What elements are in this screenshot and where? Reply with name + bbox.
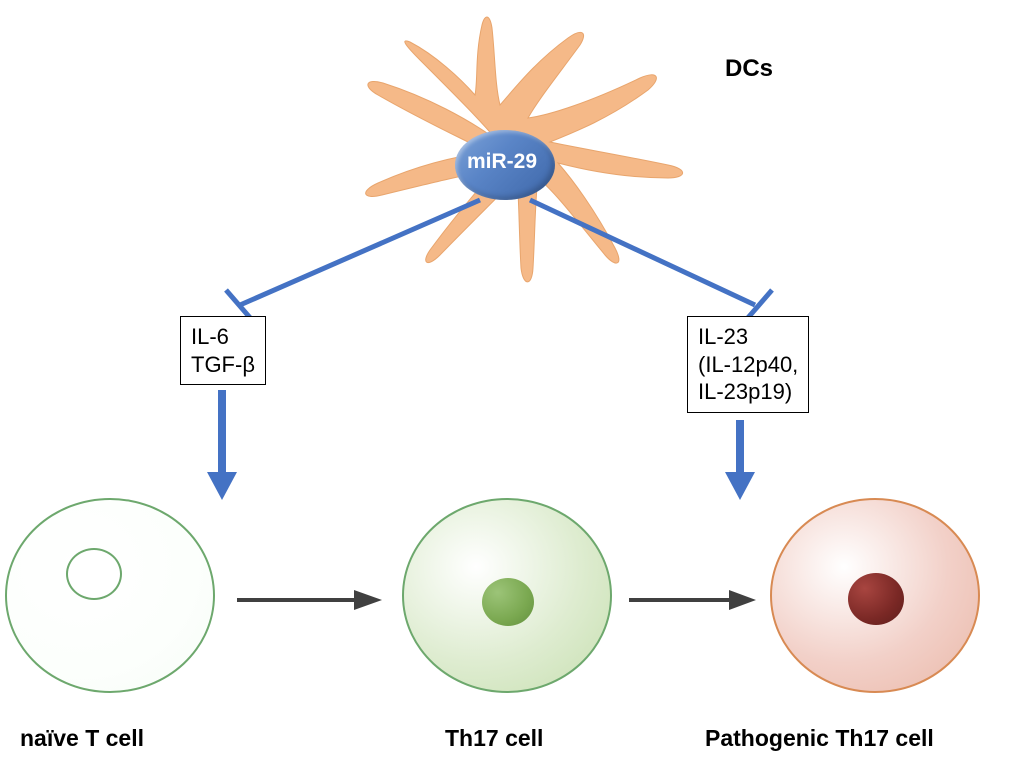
cytokine-box-left: IL-6 TGF-β bbox=[180, 316, 266, 385]
il23-label: IL-23 bbox=[698, 323, 798, 351]
cytokine-box-right: IL-23 (IL-12p40, IL-23p19) bbox=[687, 316, 809, 413]
il6-label: IL-6 bbox=[191, 323, 255, 351]
mir29-label: miR-29 bbox=[467, 150, 537, 174]
tgfb-label: TGF-β bbox=[191, 351, 255, 379]
inhibition-path-left bbox=[0, 0, 1024, 769]
il12p40-label: (IL-12p40, bbox=[698, 351, 798, 379]
il23p19-label: IL-23p19) bbox=[698, 378, 798, 406]
